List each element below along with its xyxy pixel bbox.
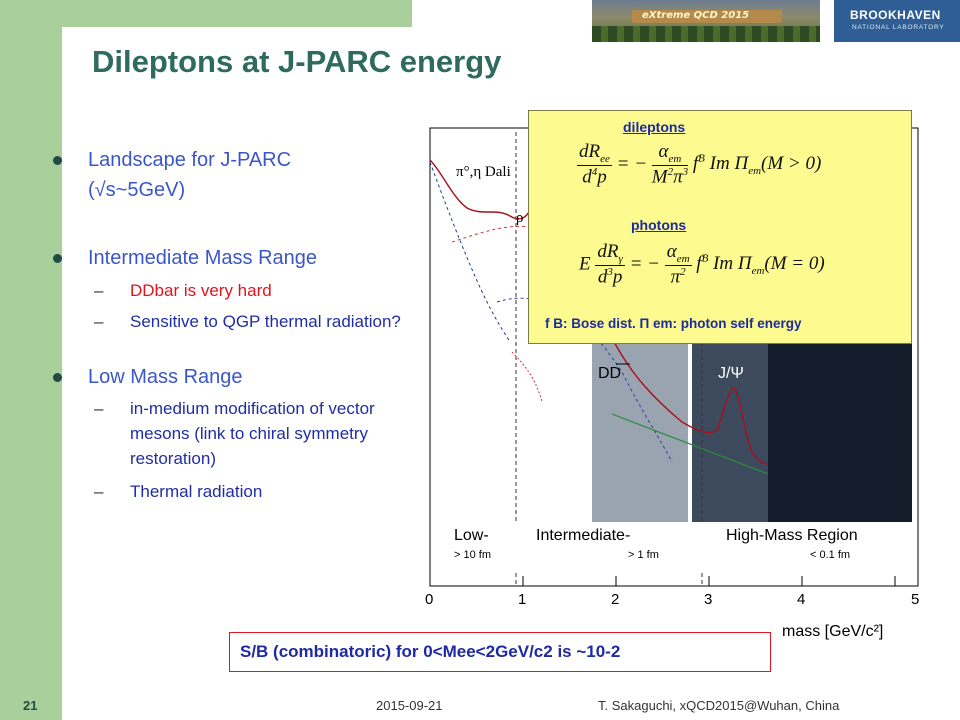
slide-number: 21 (23, 698, 38, 713)
x-tick-3: 3 (704, 591, 712, 608)
slide-title: Dileptons at J-PARC energy (92, 44, 502, 79)
photon-rate-equation: E dRγ d3p = − αem π2 fB Im Πem(M = 0) (579, 241, 825, 288)
bullet-dot-icon (53, 373, 62, 382)
bullet-text: Landscape for J-PARC (√s~5GeV) (88, 149, 292, 201)
inset-footnote: f B: Bose dist. Π em: photon self energy (545, 316, 802, 331)
sub-bullet-text: Thermal radiation (130, 482, 263, 501)
footer-author: T. Sakaguchi, xQCD2015@Wuhan, China (598, 698, 840, 713)
dash-icon: – (94, 399, 104, 418)
label-jpsi: J/Ψ (718, 365, 744, 382)
bullet-text: Low Mass Range (88, 366, 243, 388)
dash-icon: – (94, 482, 104, 501)
region-label-band (436, 522, 912, 572)
bullet-landscape: Landscape for J-PARC (√s~5GeV) (48, 145, 378, 205)
region-scale-high: < 0.1 fm (810, 549, 850, 561)
x-tick-4: 4 (797, 591, 805, 608)
x-axis-ticks (429, 576, 896, 586)
bullet-intermediate-mass: Intermediate Mass Range (48, 243, 408, 273)
dash-icon: – (94, 281, 104, 300)
dilepton-rate-equation: dRee d4p = − αem M2π3 fB Im Πem(M > 0) (577, 141, 822, 188)
dalitz-curve (429, 161, 511, 343)
dash-icon: – (94, 312, 104, 331)
high-mass-region-shade (768, 332, 912, 526)
sub-bullet-thermal: – Thermal radiation (48, 479, 408, 504)
ddbar-contribution-line (611, 413, 769, 475)
x-tick-0: 0 (425, 591, 433, 608)
label-pi-eta-dalitz: π°,η Dali (456, 164, 511, 180)
bullet-list: Landscape for J-PARC (√s~5GeV) Intermedi… (48, 145, 408, 504)
hadronic-curve (511, 351, 543, 403)
sub-bullet-ddbar: – DDbar is very hard (48, 278, 408, 303)
logo-line1: BROOKHAVEN (850, 8, 941, 22)
x-axis-label: mass [GeV/c²] (782, 623, 883, 640)
conference-banner-image: eXtreme QCD 2015 (592, 0, 820, 42)
bullet-text: Intermediate Mass Range (88, 247, 318, 269)
sub-bullet-vector-mesons: – in-medium modification of vector meson… (48, 396, 400, 471)
top-accent-bar (0, 0, 412, 27)
ddbar-region-shade (592, 332, 688, 526)
dileptons-label: dileptons (623, 119, 686, 135)
sub-bullet-text: in-medium modification of vector mesons … (130, 399, 375, 468)
x-tick-2: 2 (611, 591, 619, 608)
rho-contribution-curve (451, 225, 531, 243)
label-ddbar: DD (598, 365, 621, 382)
region-low: Low- (454, 527, 489, 544)
rate-equations-inset: dileptons dRee d4p = − αem M2π3 fB Im Πe… (528, 110, 912, 344)
x-tick-5: 5 (911, 591, 919, 608)
sub-bullet-text: Sensitive to QGP thermal radiation? (130, 312, 401, 331)
label-rho: ρ (516, 210, 524, 226)
brookhaven-logo: BROOKHAVEN NATIONAL LABORATORY (834, 0, 960, 42)
region-intermediate: Intermediate- (536, 527, 630, 544)
region-high: High-Mass Region (726, 527, 858, 544)
left-accent-bar (0, 0, 62, 720)
footer-date: 2015-09-21 (376, 698, 443, 713)
sub-bullet-text: DDbar is very hard (130, 281, 272, 300)
conference-banner-caption: eXtreme QCD 2015 (642, 10, 750, 21)
x-tick-1: 1 (518, 591, 526, 608)
signal-to-background-box: S/B (combinatoric) for 0<Mee<2GeV/c2 is … (229, 632, 771, 672)
region-scale-intermediate: > 1 fm (628, 549, 659, 561)
sub-bullet-qgp: – Sensitive to QGP thermal radiation? (48, 309, 408, 334)
region-scale-low: > 10 fm (454, 549, 491, 561)
bullet-dot-icon (53, 156, 62, 165)
photons-label: photons (631, 217, 687, 233)
logo-line2: NATIONAL LABORATORY (852, 24, 945, 31)
bullet-dot-icon (53, 254, 62, 263)
jpsi-region-shade (692, 332, 768, 526)
bullet-low-mass: Low Mass Range (48, 362, 408, 392)
